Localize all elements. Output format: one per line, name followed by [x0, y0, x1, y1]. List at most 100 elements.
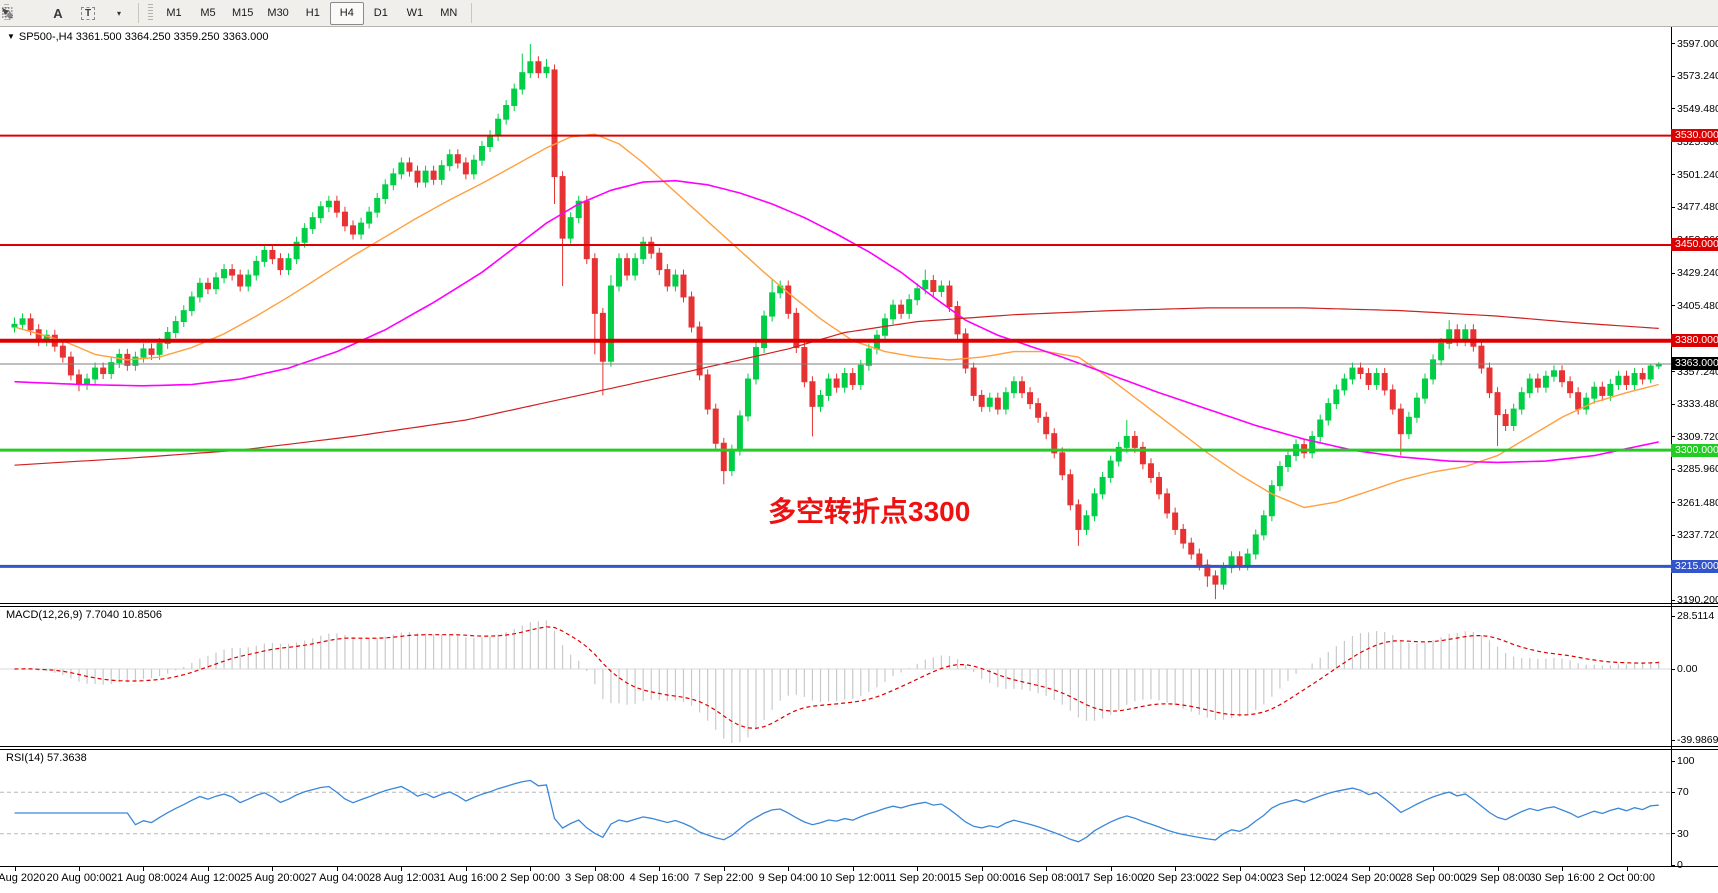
collapse-triangle-icon[interactable]: ▼ [7, 32, 15, 41]
timeframe-w1-button[interactable]: W1 [406, 7, 424, 19]
symbol-ohlc-text: SP500-,H4 3361.500 3364.250 3359.250 336… [18, 31, 269, 43]
candle [172, 321, 179, 334]
candle [978, 394, 985, 407]
candle [317, 206, 324, 219]
price-axis-tick [1671, 174, 1675, 176]
timeframe-d1-button[interactable]: D1 [373, 7, 388, 19]
candle [946, 285, 953, 308]
candle [575, 200, 582, 219]
candle [108, 362, 115, 375]
panel-separator[interactable] [0, 749, 1718, 750]
time-axis-tick [1239, 867, 1241, 871]
price-level-label: 3363.000 [1671, 357, 1718, 371]
candle [1583, 397, 1590, 410]
candle [970, 367, 977, 396]
candle [285, 258, 292, 271]
price-axis-label: 3309.720 [1677, 430, 1718, 443]
candle [333, 200, 340, 213]
toolbar-separator-2 [470, 3, 472, 23]
text-label-tool-button[interactable]: A [43, 2, 73, 25]
candle [1051, 433, 1058, 454]
price-axis-label: 3429.240 [1677, 267, 1718, 280]
candle [1542, 375, 1549, 388]
candle [67, 356, 74, 376]
panel-separator[interactable] [0, 603, 1718, 604]
candle [736, 415, 743, 451]
text-tool-button[interactable]: T [73, 2, 103, 25]
price-axis-label: 3477.480 [1677, 201, 1718, 214]
candle [1276, 466, 1283, 487]
candle [188, 296, 195, 312]
candle [994, 397, 1001, 410]
candle [809, 381, 816, 407]
candle [1043, 416, 1050, 435]
price-axis-label: 3285.960 [1677, 463, 1718, 476]
candle [1422, 378, 1428, 399]
candle [390, 173, 397, 186]
timeframe-m30-button[interactable]: M30 [267, 7, 289, 19]
candle [801, 347, 808, 383]
timeframe-m5-button[interactable]: M5 [200, 7, 216, 19]
candle [462, 162, 469, 175]
time-axis-tick [530, 867, 532, 871]
rsi-axis-tick [1671, 833, 1675, 835]
panel-separator[interactable] [0, 746, 1718, 747]
candle [906, 299, 913, 314]
fibonacci-tool-button[interactable]: F [2, 2, 43, 25]
candle [1438, 342, 1445, 361]
price-level-label: 3215.000 [1671, 559, 1718, 573]
price-axis-tick [1671, 305, 1675, 307]
time-axis-tick [1497, 867, 1499, 871]
candle [59, 345, 66, 358]
price-axis-tick [1671, 43, 1675, 45]
candle [495, 118, 502, 137]
candle [607, 285, 614, 362]
candle [1164, 493, 1171, 514]
candle [833, 378, 840, 388]
candle [1607, 383, 1614, 396]
timeframe-mn-button[interactable]: MN [440, 7, 458, 19]
candle [1019, 381, 1025, 394]
candle [1599, 386, 1606, 396]
timeframe-h4-button[interactable]: H4 [329, 1, 364, 25]
time-axis-label: 10 Sep 12:00 [820, 872, 886, 884]
candle [728, 449, 735, 472]
candle [1212, 575, 1219, 585]
candle [374, 197, 381, 213]
macd-signal-line [14, 626, 1659, 729]
time-axis-label: 2 Oct 00:00 [1598, 872, 1655, 884]
candle [1115, 446, 1122, 462]
candle [454, 154, 461, 164]
toolbar-grip-2[interactable] [148, 4, 153, 22]
time-axis-label: 21 Aug 08:00 [111, 872, 176, 884]
time-axis-tick [1304, 867, 1306, 871]
time-axis-label: 2 Sep 00:00 [500, 872, 560, 884]
timeframe-m15-button[interactable]: M15 [232, 7, 254, 19]
time-axis-label: 18 Aug 2020 [0, 872, 46, 884]
price-axis-label: 3333.480 [1677, 398, 1718, 411]
timeframe-h1-button[interactable]: H1 [305, 7, 320, 19]
price-axis-tick [1671, 108, 1675, 110]
rsi-chart-canvas[interactable] [0, 750, 1671, 866]
macd-indicator-label: MACD(12,26,9) 7.7040 10.8506 [6, 609, 162, 621]
candle [648, 241, 655, 254]
candle [1365, 373, 1372, 385]
panel-separator[interactable] [0, 606, 1718, 607]
macd-chart-canvas[interactable] [0, 607, 1671, 746]
candle [11, 323, 18, 328]
candle [213, 277, 219, 290]
candle [1534, 378, 1541, 388]
time-axis-line [0, 866, 1718, 867]
candle [1220, 567, 1227, 585]
price-chart-canvas[interactable] [0, 27, 1671, 603]
candle [986, 397, 993, 407]
timeframe-m1-button[interactable]: M1 [166, 7, 182, 19]
candle [720, 442, 727, 472]
candle [664, 269, 671, 287]
arrows-tool-button[interactable]: ▾ [2, 2, 133, 25]
candle [841, 373, 848, 388]
candle [1389, 389, 1396, 410]
time-axis-label: 22 Sep 04:00 [1206, 872, 1273, 884]
candle [656, 252, 663, 271]
candle [1083, 515, 1090, 530]
